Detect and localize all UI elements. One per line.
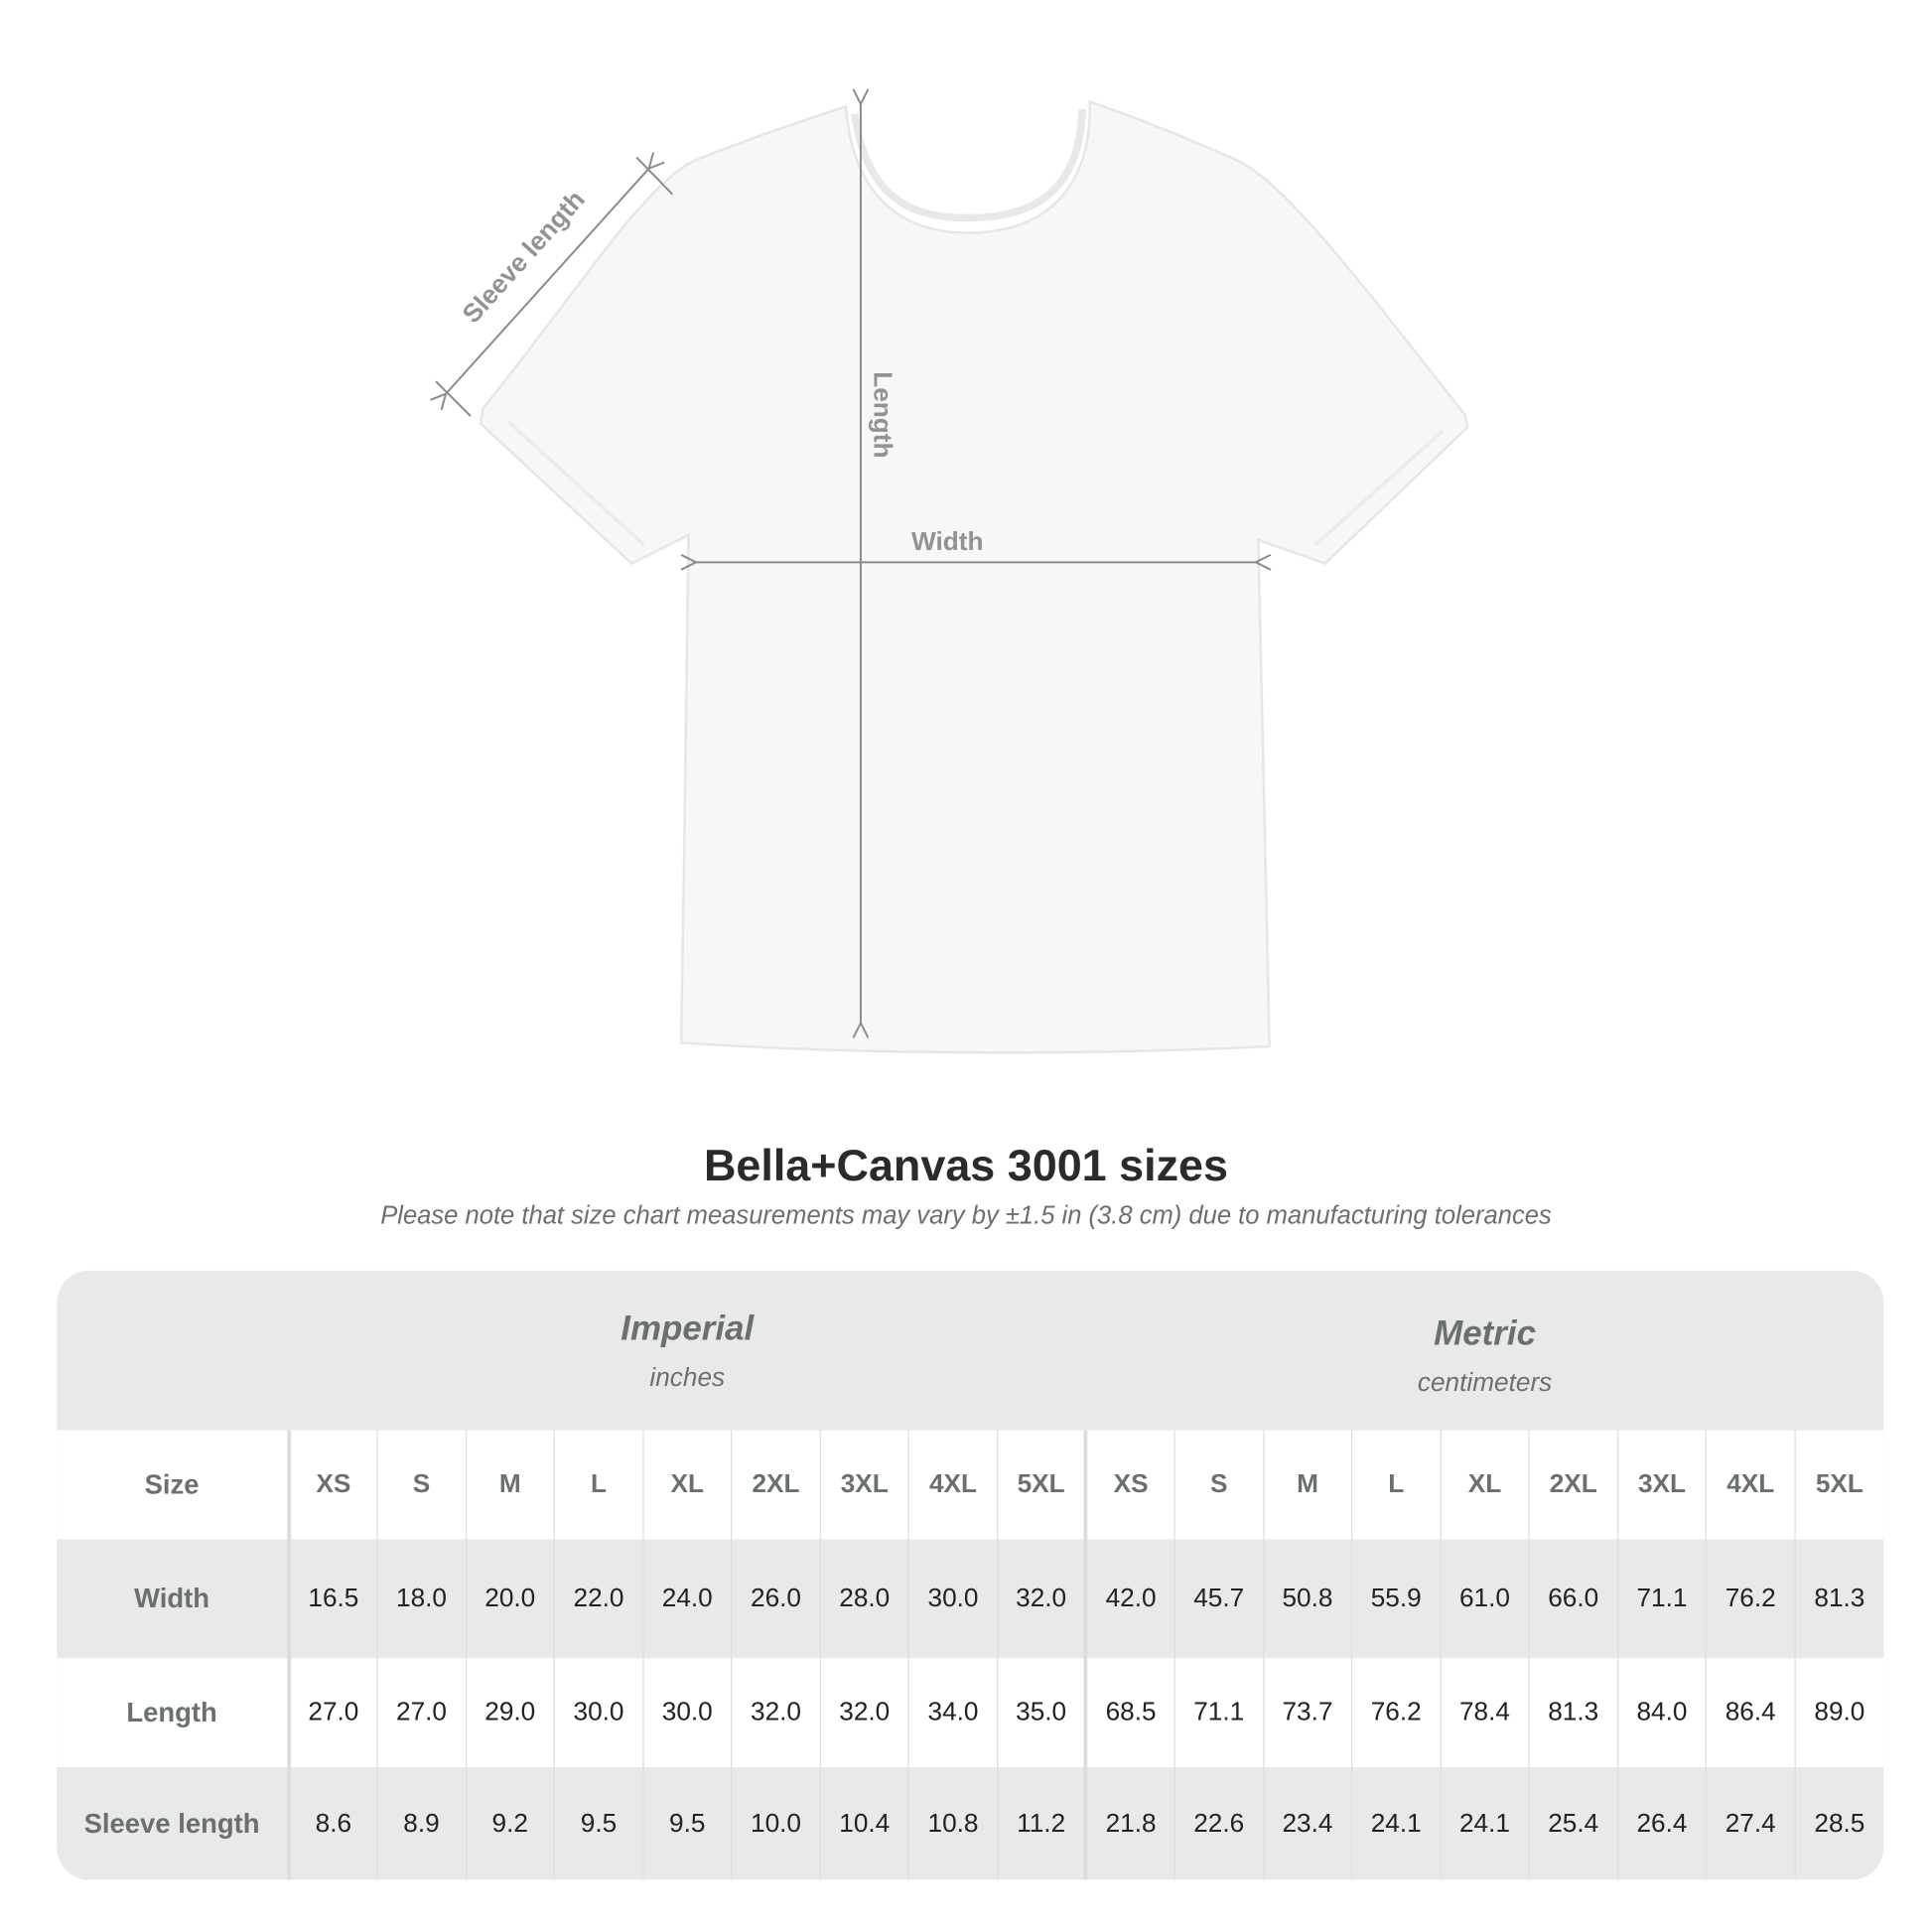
metric-value-cell: 71.1	[1173, 1658, 1264, 1768]
tolerance-note: Please note that size chart measurements…	[380, 1200, 1552, 1230]
metric-value-cell: 24.1	[1440, 1767, 1530, 1880]
imperial-size-header: L	[553, 1430, 643, 1540]
imperial-size-header: S	[376, 1430, 467, 1540]
metric-value-cell: 28.5	[1794, 1767, 1884, 1880]
metric-size-header: XS	[1084, 1430, 1175, 1540]
row-label: Sleeve length	[57, 1767, 291, 1880]
imperial-value-cell: 8.6	[288, 1767, 377, 1880]
metric-value-cell: 66.0	[1528, 1539, 1618, 1659]
imperial-value-cell: 35.0	[997, 1658, 1086, 1768]
imperial-value-cell: 32.0	[819, 1658, 909, 1768]
imperial-value-cell: 32.0	[997, 1539, 1086, 1659]
imperial-value-cell: 29.0	[465, 1658, 555, 1768]
imperial-value-cell: 30.0	[642, 1658, 732, 1768]
imperial-size-header: 4XL	[907, 1430, 998, 1540]
imperial-value-cell: 9.5	[642, 1767, 732, 1880]
metric-value-cell: 22.6	[1173, 1767, 1264, 1880]
size-header-row: Size XS S M L XL 2XL 3XL 4XL 5XL XS S M L XL 2XL 3XL 4XL 5…	[57, 1430, 1884, 1540]
imperial-value-cell: 9.2	[465, 1767, 555, 1880]
imperial-size-header: XL	[642, 1430, 732, 1540]
metric-value-cell: 50.8	[1262, 1539, 1352, 1659]
metric-value-cell: 26.4	[1616, 1767, 1707, 1880]
metric-value-cell: 76.2	[1350, 1658, 1441, 1768]
metric-value-cell: 27.4	[1705, 1767, 1795, 1880]
unit-header-row: Imperial inches Metric centimeters	[57, 1271, 1883, 1431]
table-row: Length 27.0 27.0 29.0 30.0 30.0 32.0 32.0 34.0 35…	[57, 1658, 1884, 1768]
metric-value-cell: 68.5	[1084, 1658, 1175, 1768]
metric-value-cell: 23.4	[1262, 1767, 1352, 1880]
metric-value-cell: 86.4	[1705, 1658, 1795, 1768]
width-label: Width	[911, 526, 983, 556]
tshirt-image	[479, 99, 1469, 1054]
metric-size-header: L	[1350, 1430, 1441, 1540]
imperial-value-cell: 11.2	[997, 1767, 1086, 1880]
metric-size-header: 4XL	[1705, 1430, 1795, 1540]
metric-size-header: 2XL	[1528, 1430, 1618, 1540]
metric-size-header: 5XL	[1794, 1430, 1884, 1540]
imperial-value-cell: 22.0	[553, 1539, 643, 1659]
imperial-title: Imperial	[621, 1308, 755, 1347]
imperial-value-cell: 8.9	[376, 1767, 467, 1880]
metric-value-cell: 45.7	[1173, 1539, 1264, 1659]
imperial-value-cell: 34.0	[907, 1658, 998, 1768]
imperial-size-header: 5XL	[997, 1430, 1086, 1540]
imperial-value-cell: 24.0	[642, 1539, 732, 1659]
imperial-value-cell: 30.0	[907, 1539, 998, 1659]
imperial-size-header: M	[465, 1430, 555, 1540]
metric-size-header: 3XL	[1616, 1430, 1707, 1540]
size-label: Size	[57, 1430, 291, 1540]
imperial-value-cell: 28.0	[819, 1539, 909, 1659]
imperial-value-cell: 10.8	[907, 1767, 998, 1880]
metric-value-cell: 24.1	[1350, 1767, 1441, 1880]
metric-size-header: XL	[1440, 1430, 1530, 1540]
imperial-value-cell: 27.0	[376, 1658, 467, 1768]
sleeve-measure-line	[446, 169, 649, 394]
metric-value-cell: 78.4	[1440, 1658, 1530, 1768]
length-label: Length	[869, 371, 898, 458]
imperial-value-cell: 20.0	[465, 1539, 555, 1659]
metric-value-cell: 84.0	[1616, 1658, 1707, 1768]
row-label: Length	[57, 1658, 291, 1768]
metric-value-cell: 21.8	[1084, 1767, 1175, 1880]
metric-unit: centimeters	[1417, 1367, 1553, 1397]
metric-value-cell: 61.0	[1440, 1539, 1530, 1659]
imperial-value-cell: 10.4	[819, 1767, 909, 1880]
metric-value-cell: 81.3	[1794, 1539, 1884, 1659]
imperial-header: Imperial inches	[289, 1271, 1086, 1431]
imperial-value-cell: 9.5	[553, 1767, 643, 1880]
imperial-size-header: 3XL	[819, 1430, 909, 1540]
imperial-unit: inches	[649, 1362, 726, 1392]
imperial-value-cell: 26.0	[731, 1539, 821, 1659]
imperial-value-cell: 27.0	[288, 1658, 377, 1768]
tshirt-diagram: Sleeve length Length Width	[0, 0, 1469, 1054]
metric-value-cell: 76.2	[1705, 1539, 1795, 1659]
row-label: Width	[57, 1539, 291, 1659]
collar	[851, 108, 1086, 222]
imperial-value-cell: 18.0	[376, 1539, 467, 1659]
metric-value-cell: 42.0	[1084, 1539, 1175, 1659]
metric-value-cell: 25.4	[1528, 1767, 1618, 1880]
metric-value-cell: 73.7	[1262, 1658, 1352, 1768]
metric-value-cell: 89.0	[1794, 1658, 1884, 1768]
metric-value-cell: 71.1	[1616, 1539, 1707, 1659]
imperial-size-header: XS	[288, 1430, 377, 1540]
table-row: Sleeve length 8.6 8.9 9.2 9.5 9.5 10.0 10.4 10.8…	[57, 1767, 1884, 1880]
imperial-value-cell: 10.0	[731, 1767, 821, 1880]
metric-size-header: S	[1173, 1430, 1264, 1540]
metric-title: Metric	[1434, 1312, 1537, 1352]
metric-header: Metric centimeters	[1086, 1271, 1883, 1431]
metric-value-cell: 81.3	[1528, 1658, 1618, 1768]
size-table: Imperial inches Metric centimeters Size X…	[57, 1270, 1884, 1880]
imperial-size-header: 2XL	[731, 1430, 821, 1540]
imperial-value-cell: 30.0	[553, 1658, 643, 1768]
page-title: Bella+Canvas 3001 sizes	[703, 1139, 1228, 1190]
imperial-value-cell: 16.5	[288, 1539, 377, 1659]
metric-value-cell: 55.9	[1350, 1539, 1441, 1659]
imperial-value-cell: 32.0	[731, 1658, 821, 1768]
table-row: Width 16.5 18.0 20.0 22.0 24.0 26.0 28.0 30.0 32.…	[57, 1539, 1884, 1659]
metric-size-header: M	[1262, 1430, 1352, 1540]
